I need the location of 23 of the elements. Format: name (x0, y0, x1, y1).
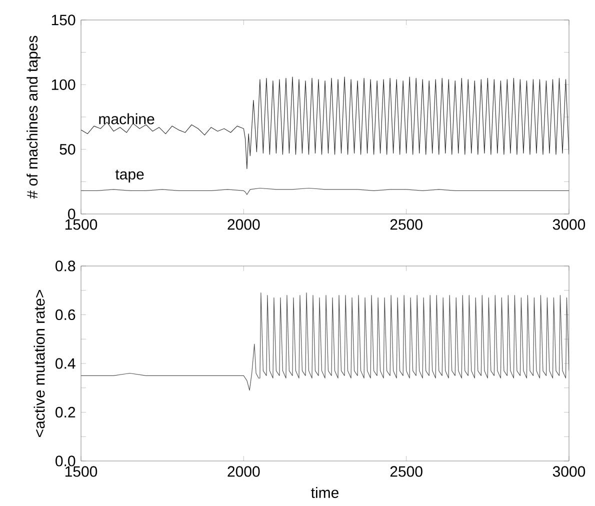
y-tick-label: 0.2 (56, 406, 76, 418)
x-tick-label: 2500 (390, 466, 422, 477)
series-label: tape (115, 170, 144, 183)
y-tick-label: 0.0 (56, 456, 76, 466)
y-tick-label: 0.8 (56, 260, 76, 272)
line-series (81, 76, 569, 170)
x-tick-label: 2500 (390, 219, 422, 230)
y-tick-label: 0.4 (56, 358, 76, 369)
x-tick-label: 2000 (228, 219, 260, 230)
y-axis-title: # of machines and tapes (26, 36, 41, 199)
x-tick-label: 2000 (228, 466, 260, 477)
x-tick-label: 1500 (65, 219, 98, 230)
y-axis-title: <active mutation rate> (34, 290, 45, 437)
y-tick-label: 50 (60, 144, 76, 155)
x-tick-label: 3000 (552, 466, 586, 477)
x-tick-label: 1500 (65, 466, 98, 477)
series-label: machine (99, 113, 154, 124)
y-tick-label: 150 (52, 14, 76, 26)
x-tick-label: 3000 (552, 219, 586, 230)
x-axis-title: time (311, 487, 338, 498)
y-tick-label: 100 (52, 79, 76, 90)
y-tick-label: 0.6 (56, 309, 76, 320)
y-tick-label: 0 (68, 208, 76, 220)
